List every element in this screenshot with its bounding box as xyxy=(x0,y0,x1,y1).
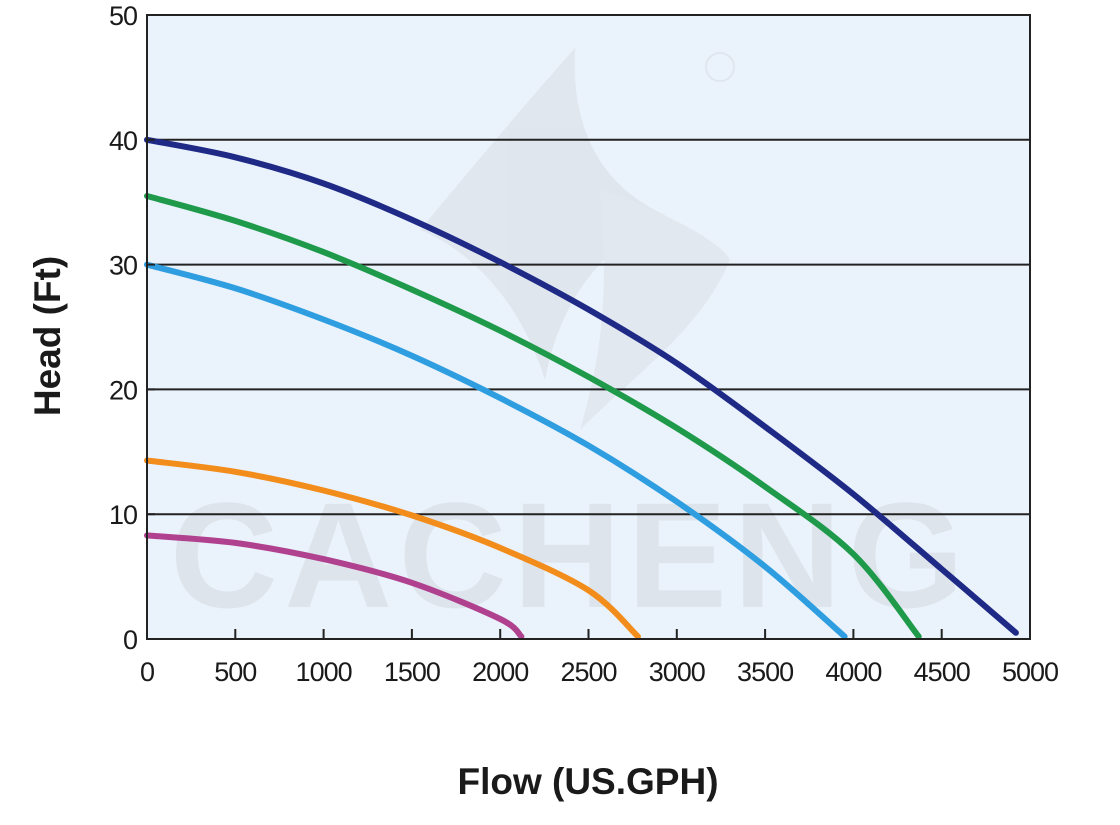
x-tick-label-0: 0 xyxy=(140,657,154,687)
series-line-4 xyxy=(144,457,641,640)
x-axis-title: Flow (US.GPH) xyxy=(457,761,718,802)
x-tick-label-1000: 1000 xyxy=(296,657,352,687)
x-tick-label-2500: 2500 xyxy=(560,657,616,687)
x-tick-label-500: 500 xyxy=(214,657,256,687)
y-tick-label-50: 50 xyxy=(109,1,137,31)
series-line-5 xyxy=(144,532,525,640)
y-axis-ticks: 0 10 20 30 40 50 xyxy=(109,1,155,655)
x-tick-label-4000: 4000 xyxy=(825,657,881,687)
watermark-logo-shape xyxy=(420,48,665,380)
series-line-1 xyxy=(144,136,1019,636)
x-tick-label-5000: 5000 xyxy=(1002,657,1058,687)
y-axis-title: Head (Ft) xyxy=(27,256,68,416)
y-tick-label-30: 30 xyxy=(109,251,137,281)
series-layer xyxy=(144,136,1019,640)
x-tick-label-4500: 4500 xyxy=(914,657,970,687)
x-tick-label-3500: 3500 xyxy=(737,657,793,687)
x-tick-label-1500: 1500 xyxy=(384,657,440,687)
x-axis-ticks: 0 500 1000 1500 2000 2500 3000 3500 4000 4500 5000 xyxy=(140,629,1059,687)
y-tick-label-40: 40 xyxy=(109,126,137,156)
series-line-3 xyxy=(144,261,848,640)
x-tick-label-2000: 2000 xyxy=(472,657,528,687)
y-tick-label-0: 0 xyxy=(123,625,137,655)
y-tick-label-20: 20 xyxy=(109,375,137,405)
watermark-registered-icon xyxy=(705,52,735,82)
series-line-2 xyxy=(144,193,922,640)
x-tick-label-3000: 3000 xyxy=(649,657,705,687)
plot-background xyxy=(147,15,1030,639)
gridlines xyxy=(147,138,1030,516)
watermark-logo-shape-2 xyxy=(580,190,730,430)
y-tick-label-10: 10 xyxy=(109,500,137,530)
